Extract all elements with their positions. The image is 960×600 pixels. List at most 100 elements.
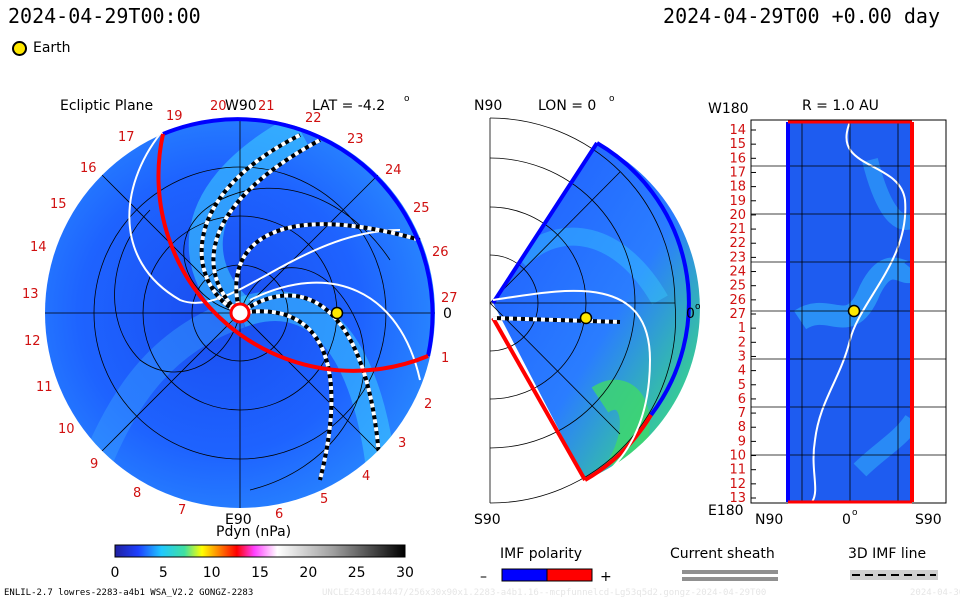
rotation-label: 17 [118,130,135,145]
radial-x-label: S90 [915,512,942,528]
radial-y-label: 23 [729,250,746,265]
earth-marker-ecliptic-icon [330,306,344,320]
rotation-label: 19 [166,109,183,124]
rotation-label: 13 [22,287,39,302]
rotation-label: 22 [305,111,322,126]
rotation-label: 11 [36,380,53,395]
rotation-label: 14 [30,240,47,255]
radial-y-label: 22 [729,236,746,251]
colorbar-tick-label: 0 [111,565,120,581]
meridional-top-label: N90 [474,98,502,114]
rotation-label: 9 [90,457,98,472]
radial-y-label: 4 [738,364,746,379]
rotation-label: 1 [441,351,449,366]
radial-y-label: 15 [729,137,746,152]
rotation-label: 15 [50,197,67,212]
model-info: ENLIL-2.7 lowres-2283-a4b1 WSA_V2.2 GONG… [4,588,254,598]
ecliptic-top-label: W90 [225,98,257,114]
imf-negative-swatch [501,568,548,582]
earth-marker-meridional-icon [579,311,593,325]
colorbar-title: Pdyn (nPa) [216,524,291,540]
imf-positive-swatch [546,568,593,582]
radial-y-label: 26 [729,293,746,308]
colorbar-tick-label: 20 [299,565,317,581]
radial-x-label: 0 [842,512,851,528]
rotation-label: 16 [80,161,97,176]
corner-date: 2024-04-30 [910,588,960,598]
radial-y-label: 8 [738,420,746,435]
current-sheath-legend: Current sheath [670,546,778,581]
radial-y-label: 12 [729,477,746,492]
earth-marker-icon [12,40,27,56]
radial-r-label: R = 1.0 AU [802,98,879,114]
radial-x-label: N90 [755,512,783,528]
ecliptic-lat: LAT = -4.2 [312,98,385,114]
radial-y-label: 2 [738,335,746,350]
rotation-label: 24 [385,163,402,178]
imf-polarity-title: IMF polarity [500,546,582,562]
ecliptic-panel: Ecliptic Plane LAT = -4.2 o W90 E90 0 19… [22,94,458,528]
radial-y-label: 19 [729,194,746,209]
radial-y-label: 14 [729,123,746,138]
radial-y-label: 18 [729,180,746,195]
radial-y-label: 3 [738,349,746,364]
colorbar-tick-label: 30 [396,565,414,581]
colorbar-tick-label: 15 [251,565,269,581]
earth-marker-radial-icon [847,304,861,318]
ecliptic-lat-degree: o [404,94,410,104]
rotation-label: 8 [133,486,141,501]
radial-bottom-left-label: E180 [708,503,744,519]
radial-y-label: 11 [729,463,746,478]
radial-y-label: 9 [738,434,746,449]
radial-y-label: 1 [738,321,746,336]
radial-y-label: 6 [738,392,746,407]
rotation-label: 5 [320,492,328,507]
imf-minus-label: – [480,569,487,585]
imf-3d-legend: 3D IMF line [848,546,938,580]
radial-y-label: 25 [729,279,746,294]
imf-plus-label: + [600,569,612,585]
rotation-label: 27 [441,291,458,306]
colorbar-tick-label: 10 [203,565,221,581]
radial-y-label: 7 [738,406,746,421]
meridional-right-label: 0 [686,306,695,322]
datetime-right: 2024-04-29T00 +0.00 day [663,4,940,28]
radial-x-degree: o [852,508,858,518]
radial-y-label: 5 [738,378,746,393]
rotation-label: 25 [413,201,430,216]
meridional-right-degree: o [695,302,701,312]
rotation-label: 7 [178,503,186,518]
earth-legend: Earth [12,40,71,56]
rotation-label: 26 [432,245,449,260]
rotation-label: 21 [258,99,275,114]
rotation-label: 4 [362,469,370,484]
radial-top-left-label: W180 [708,101,749,117]
radial-panel: W180 R = 1.0 AU E180 N90 0 o S90 1415161… [708,98,947,528]
meridional-bottom-label: S90 [474,512,501,528]
datetime-left: 2024-04-29T00:00 [8,4,201,28]
run-watermark: UNCLE2430144447/256x30x90x1.2283-a4b1.16… [322,588,767,598]
rotation-label: 2 [424,397,432,412]
rotation-label: 10 [58,422,75,437]
imf-3d-title: 3D IMF line [848,546,926,562]
rotation-label: 3 [398,436,406,451]
radial-y-label: 13 [729,491,746,506]
ecliptic-right-label: 0 [443,306,452,322]
ecliptic-title: Ecliptic Plane [60,98,153,114]
pdyn-colorbar: Pdyn (nPa) 0 5 10 15 20 25 30 [111,524,414,581]
rotation-label: 20 [210,99,227,114]
radial-y-label: 24 [729,265,746,280]
imf-polarity-legend: IMF polarity – + [480,546,612,585]
radial-y-label: 27 [729,307,746,322]
meridional-lon: LON = 0 [538,98,596,114]
rotation-label: 6 [275,507,283,522]
radial-y-label: 20 [729,208,746,223]
radial-y-label: 16 [729,151,746,166]
meridional-lon-degree: o [609,94,615,104]
sun-inner-boundary [229,302,251,324]
rotation-label: 12 [24,334,41,349]
earth-legend-label: Earth [33,40,71,56]
meridional-panel: N90 LON = 0 o S90 0 o [474,94,701,528]
radial-y-label: 21 [729,222,746,237]
